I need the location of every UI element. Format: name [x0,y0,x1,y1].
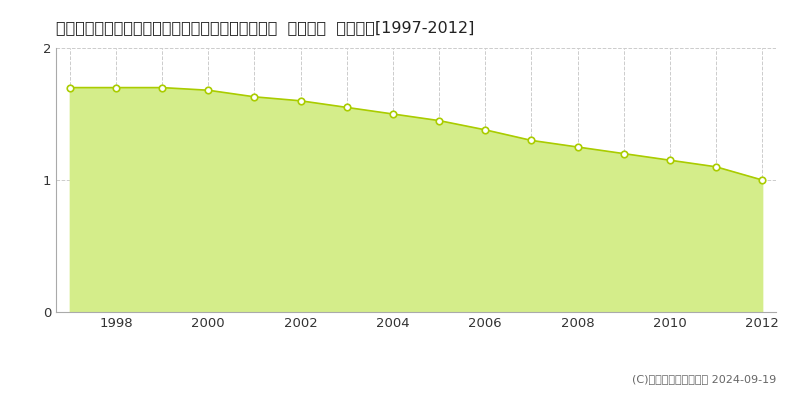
Point [663,157,676,164]
Point [202,87,214,94]
Point [110,84,122,91]
Point [433,118,446,124]
Point [525,137,538,144]
Point [618,150,630,157]
Point [386,111,399,117]
Point [756,177,769,183]
Point [156,84,169,91]
Text: 青森県下北郡東通村大字小田野沢字南通２番２０５  基準地価  地価推移[1997-2012]: 青森県下北郡東通村大字小田野沢字南通２番２０５ 基準地価 地価推移[1997-2… [56,20,474,35]
Point [63,84,76,91]
Point [479,127,492,133]
Point [571,144,584,150]
Text: (C)土地価格ドットコム 2024-09-19: (C)土地価格ドットコム 2024-09-19 [632,374,776,384]
Point [294,98,307,104]
Point [710,164,722,170]
Point [340,104,353,111]
Point [248,94,261,100]
